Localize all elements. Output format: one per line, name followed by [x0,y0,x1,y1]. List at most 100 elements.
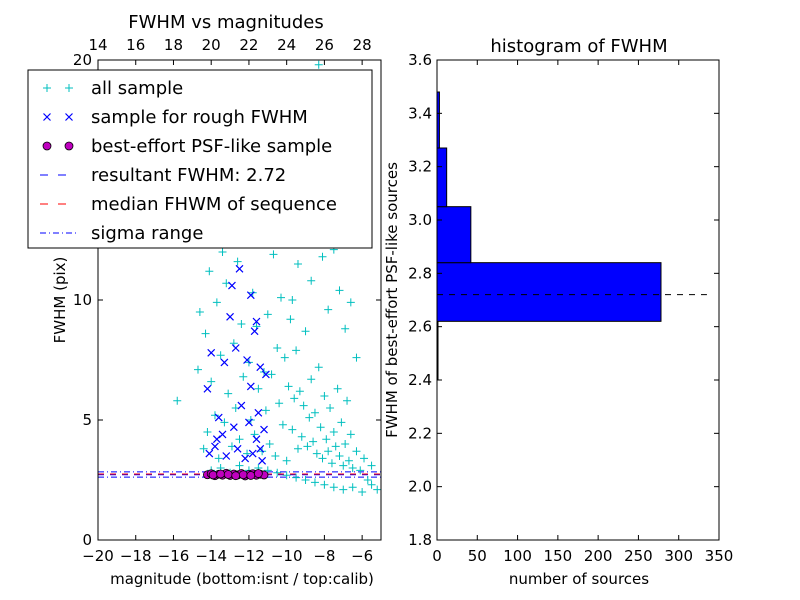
all-sample-point [320,480,329,489]
rough-fwhm-point [256,444,265,453]
legend-marker-x [65,113,73,121]
all-sample-point [303,442,312,451]
y-tick-label: 5 [82,411,92,429]
all-sample-point [282,456,291,465]
all-sample-point [326,404,335,412]
all-sample-point [293,444,302,453]
y-tick-label: 0 [82,531,92,549]
all-sample-point [220,418,229,427]
rough-fwhm-point [261,370,270,379]
all-sample-point [273,468,282,477]
all-sample-point [352,447,361,456]
all-sample-point [312,449,321,458]
legend-marker-plus [43,84,51,92]
all-sample-point [254,384,263,393]
x-tick-label: 250 [624,547,653,565]
all-sample-point [299,401,308,410]
histogram-bar [437,147,448,208]
rough-fwhm-point [254,408,263,417]
top-x-tick-label: 20 [202,36,221,54]
x-tick-label: 300 [664,547,693,565]
all-sample-point [318,252,327,261]
all-sample-point [307,276,316,285]
legend-marker-x [43,113,51,121]
all-sample-point [337,418,346,427]
all-sample-point [280,353,289,362]
all-sample-point [305,413,314,422]
x-tick-label: 0 [432,547,442,565]
x-tick-label: −10 [271,547,303,565]
rough-fwhm-point [220,358,229,367]
all-sample-point [356,466,365,475]
all-sample-point [341,324,350,333]
all-sample-point [344,456,353,465]
rough-fwhm-point [228,281,236,290]
rough-fwhm-point [252,435,261,444]
all-sample-point [367,461,376,470]
scatter-axes: −20 −18 −16 −14 −12 −10 −8 −6 14 16 18 20 22 24 26 28 0 5… [51,12,382,588]
all-sample-point [271,452,280,460]
rough-fwhm-point [229,423,238,432]
y-tick-label: 20 [73,51,92,69]
all-sample-point [269,250,278,259]
legend-label: all sample [91,78,183,99]
x-tick-label: −6 [351,547,373,565]
all-sample-point [309,437,318,446]
all-sample-point [203,428,212,436]
top-x-tick-label: 24 [277,36,296,54]
all-sample-point [348,483,357,492]
x-tick-label: −12 [233,547,265,565]
legend-marker-circle [42,141,52,151]
rough-fwhm-point [233,444,242,453]
all-sample-point [288,296,297,304]
all-sample-point [331,442,340,451]
rough-fwhm-point [241,454,250,463]
top-x-tick-label: 18 [164,36,183,54]
all-sample-point [307,375,316,384]
all-sample-point [310,478,319,487]
all-sample-point [288,425,297,434]
all-sample-point [261,406,270,415]
histogram-xlabel: number of sources [509,570,649,588]
legend-label: sample for rough FWHM [91,107,308,128]
y-tick-label: 2.2 [408,424,432,442]
rough-fwhm-point [205,449,214,458]
all-sample-point [346,298,355,307]
all-sample-point [277,293,286,302]
all-sample-point [199,444,208,453]
rough-fwhm-point [245,418,253,427]
all-sample-point [352,353,361,362]
top-x-tick-label: 22 [239,36,258,54]
rough-fwhm-point [235,264,244,273]
all-sample-point [324,447,333,456]
rough-fwhm-point [226,312,234,321]
histogram-ylabel: FWHM of best-effort PSF-like sources [383,162,401,438]
all-sample-point [329,483,338,492]
all-sample-point [301,327,310,336]
all-sample-point [329,428,338,436]
all-sample-point [360,454,369,463]
all-sample-point [207,377,216,386]
all-sample-point [239,372,248,381]
all-sample-point [201,329,210,338]
y-tick-label: 3.6 [408,51,432,69]
scatter-title: FWHM vs magnitudes [128,12,323,33]
all-sample-point [292,346,301,355]
all-sample-point [358,488,367,496]
x-tick-label: 200 [584,547,613,565]
all-sample-point [335,452,344,460]
legend-box [27,69,373,249]
all-sample-point [320,392,329,400]
all-sample-point [335,286,344,295]
rough-fwhm-point [218,430,227,439]
x-tick-label: −14 [195,547,227,565]
y-tick-label: 3.2 [408,158,432,176]
all-sample-point [318,454,327,463]
rough-fwhm-point [237,401,246,410]
histogram-bar [437,91,440,149]
all-sample-point [295,387,304,396]
all-sample-point [327,459,336,468]
rough-fwhm-point [246,291,255,300]
all-sample-point [343,396,352,405]
all-sample-point [282,471,291,480]
